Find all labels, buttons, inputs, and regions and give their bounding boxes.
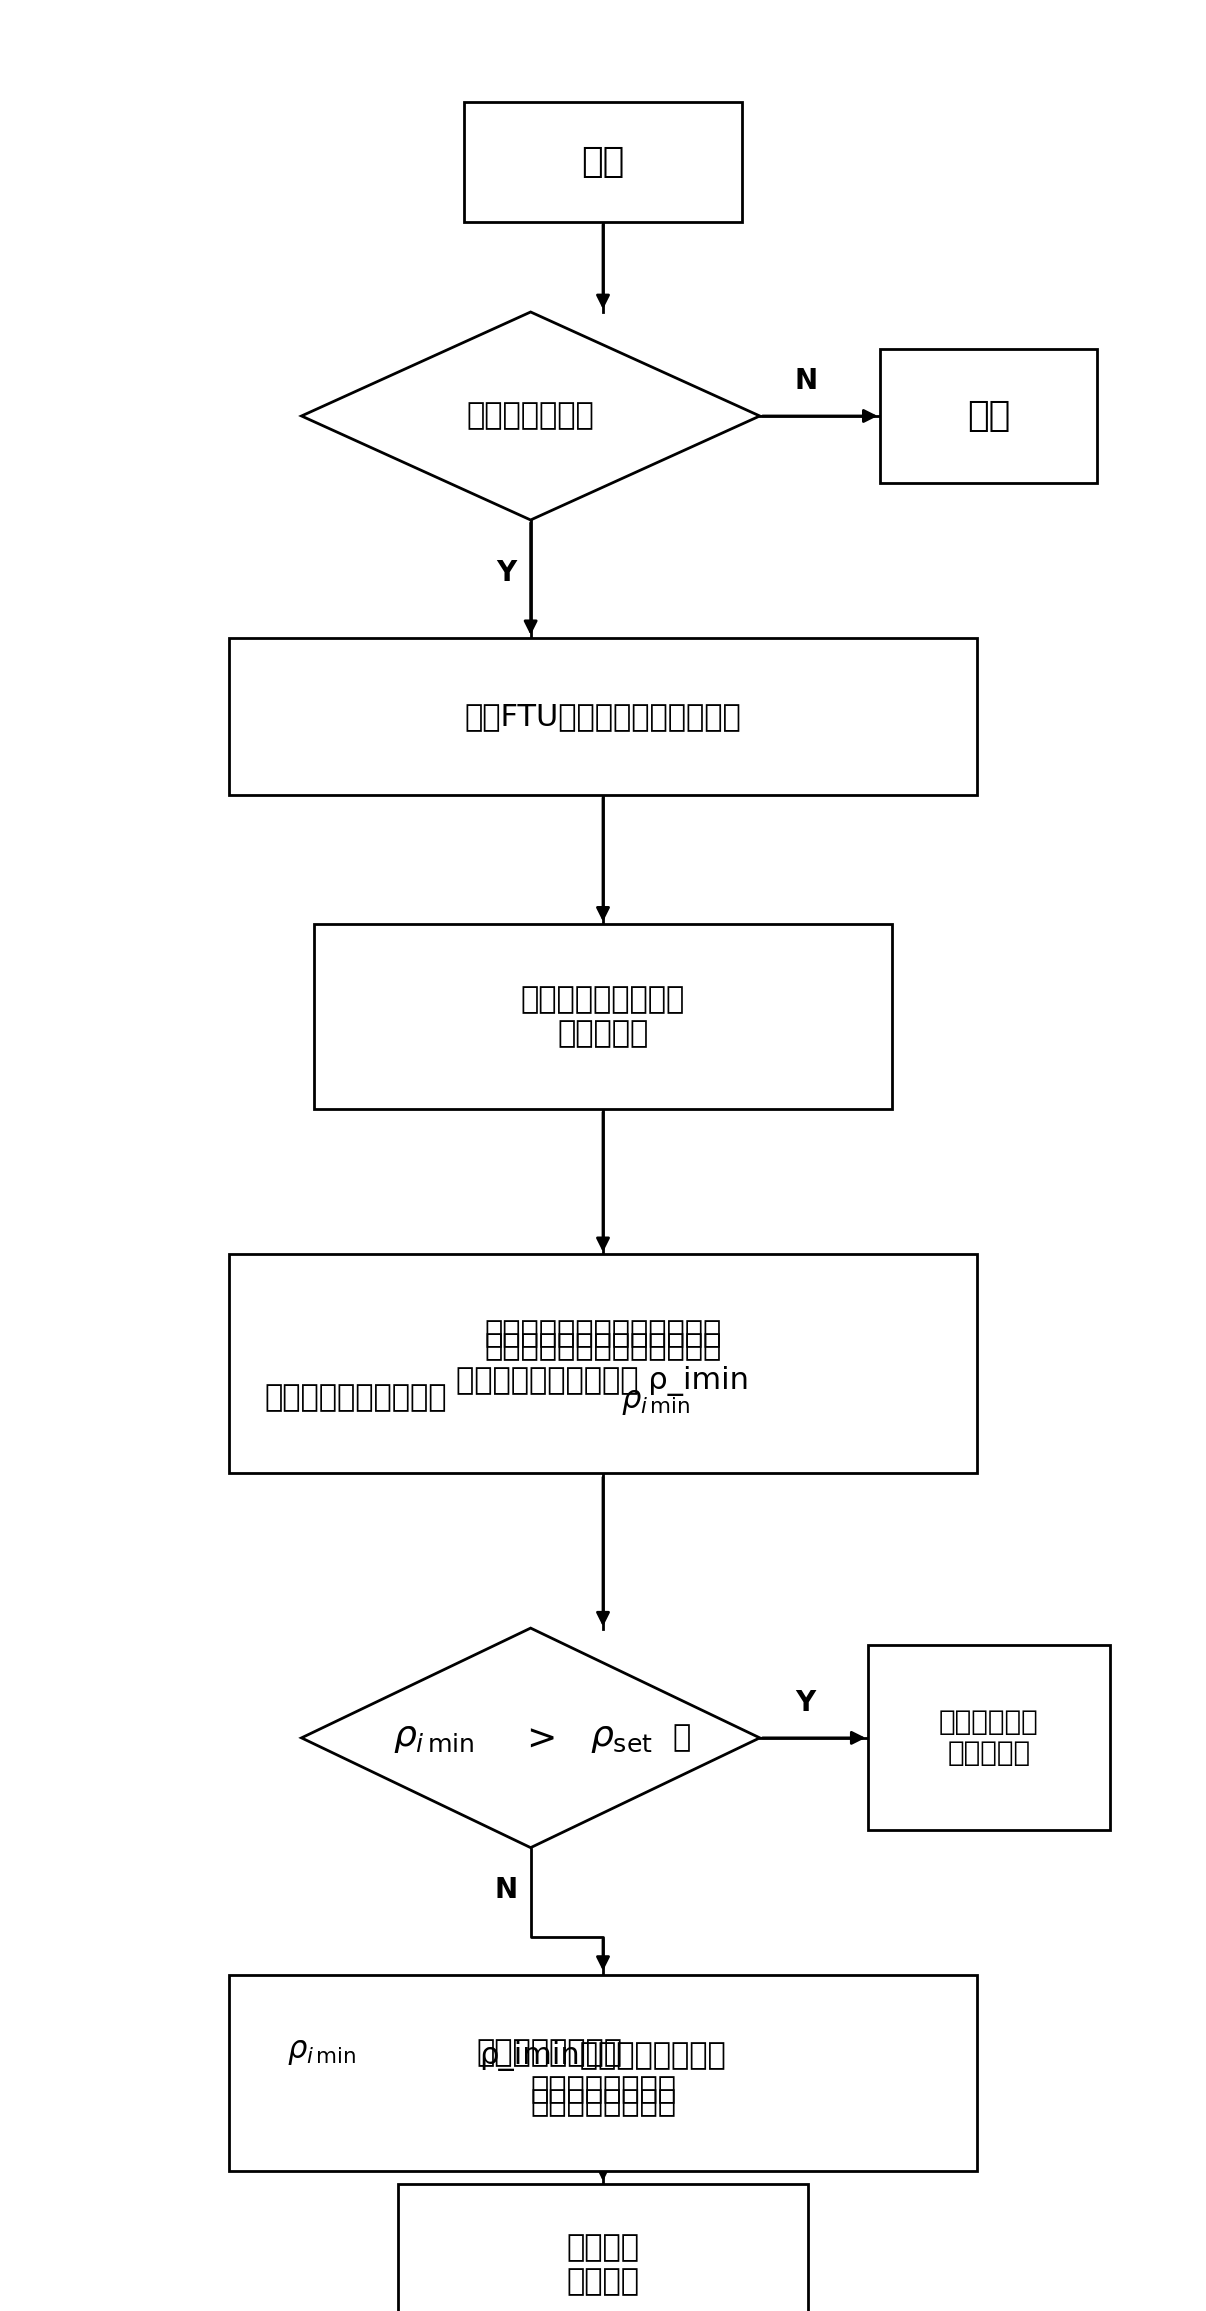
Bar xyxy=(464,102,742,222)
Bar xyxy=(398,2184,808,2311)
Bar xyxy=(868,1645,1110,1830)
Text: 返回: 返回 xyxy=(967,400,1011,432)
Text: ？: ？ xyxy=(672,1724,691,1752)
Text: 计算出各线路相间相关系数数: 计算出各线路相间相关系数数 xyxy=(485,1331,721,1361)
Text: 开始: 开始 xyxy=(581,146,625,178)
Text: $>$: $>$ xyxy=(519,1722,555,1754)
Polygon shape xyxy=(302,1627,760,1849)
Text: Y: Y xyxy=(796,1689,815,1717)
Text: $\rho_{i\,\mathrm{min}}$: $\rho_{i\,\mathrm{min}}$ xyxy=(621,1389,690,1417)
Text: 中相关系数最小的: 中相关系数最小的 xyxy=(476,2038,622,2066)
Text: 组，求出最小相关系数: 组，求出最小相关系数 xyxy=(264,1384,447,1412)
Text: N: N xyxy=(494,1877,519,1904)
Text: 故障线路: 故障线路 xyxy=(567,2267,639,2297)
Text: $\rho_{i\,\mathrm{min}}$: $\rho_{i\,\mathrm{min}}$ xyxy=(287,2038,356,2066)
Text: ρ_imin中相关系数最小的: ρ_imin中相关系数最小的 xyxy=(480,2041,726,2071)
Text: 母线故障，跳: 母线故障，跳 xyxy=(939,1708,1038,1736)
Text: 闸隔离母线: 闸隔离母线 xyxy=(948,1740,1030,1768)
Bar xyxy=(229,1974,977,2172)
Text: 提取出各线路暂态相: 提取出各线路暂态相 xyxy=(521,984,685,1015)
Text: 计算出各线路相间相关系数数: 计算出各线路相间相关系数数 xyxy=(485,1320,721,1347)
Bar xyxy=(314,924,892,1109)
Text: N: N xyxy=(794,367,818,395)
Text: 线路即为故障线路: 线路即为故障线路 xyxy=(529,2089,677,2117)
Text: 跳闸隔离: 跳闸隔离 xyxy=(567,2232,639,2262)
Bar xyxy=(880,349,1097,483)
Bar xyxy=(229,1253,977,1474)
Text: Y: Y xyxy=(497,559,516,587)
Text: 组，求出最小相关系数 ρ_imin: 组，求出最小相关系数 ρ_imin xyxy=(457,1366,749,1396)
Bar xyxy=(229,638,977,795)
Text: 线路即为故障线路: 线路即为故障线路 xyxy=(529,2075,677,2105)
Text: 零序电压越限？: 零序电压越限？ xyxy=(467,402,595,430)
Text: $\rho_{i\,\mathrm{min}}$: $\rho_{i\,\mathrm{min}}$ xyxy=(393,1722,475,1754)
Text: 电流突变量: 电流突变量 xyxy=(557,1019,649,1049)
Text: 通过FTU采集各线路的三相电流: 通过FTU采集各线路的三相电流 xyxy=(464,703,742,730)
Polygon shape xyxy=(302,312,760,520)
Text: $\rho_{\mathrm{set}}$: $\rho_{\mathrm{set}}$ xyxy=(590,1722,652,1754)
